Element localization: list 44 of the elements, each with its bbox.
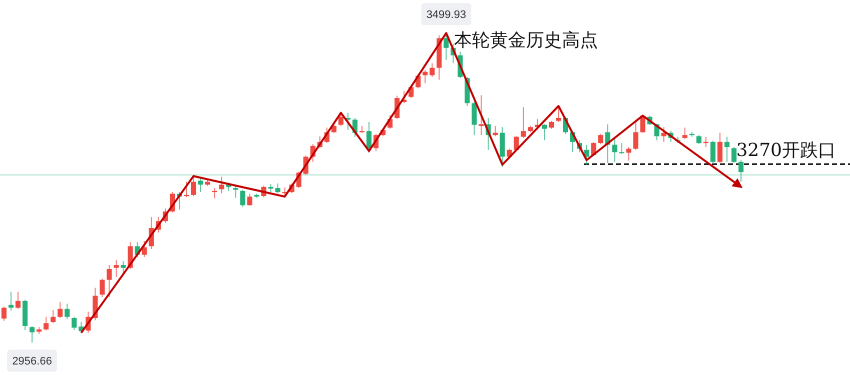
candlestick [64,303,70,320]
candlestick [114,259,119,278]
candlestick [710,140,716,164]
candlestick [44,316,49,332]
candlestick [542,124,547,141]
candlestick [1,306,7,322]
candlestick [50,310,56,324]
candlestick [240,189,246,208]
candlestick [198,177,204,193]
candlestick [16,291,21,310]
candlestick [472,102,477,136]
candlestick [598,133,604,145]
candlestick [106,264,112,298]
candlestick [500,126,505,168]
candlestick [30,325,35,344]
candlestick [520,106,526,138]
candlestick [233,185,238,198]
candlestick [58,302,63,319]
candlestick [612,137,618,162]
candlestick [444,32,449,60]
candlestick [731,146,737,164]
ref-line-label: 3270开跌口 [736,140,836,162]
candlestick [247,193,252,206]
candlestick [696,134,702,145]
candlestick [717,132,722,164]
candlestick [556,106,562,122]
candlestick [724,136,730,162]
candlestick [100,278,105,298]
annotation: 3499.93 [426,9,466,22]
candlestick [72,316,77,330]
candlestick [619,142,624,154]
candlestick [633,121,638,150]
candlestick [8,291,14,312]
candlestick [682,127,688,140]
candlestick [738,160,744,182]
annotation: 2956.66 [12,356,52,368]
candlestick [219,176,224,194]
candlestick [120,260,126,276]
candlestick [430,62,435,78]
candlestick [626,146,632,162]
candlestick [338,112,344,126]
candlestick [366,121,372,154]
candlestick [478,94,484,136]
annotation: 本轮黄金历史高点 [454,30,598,52]
